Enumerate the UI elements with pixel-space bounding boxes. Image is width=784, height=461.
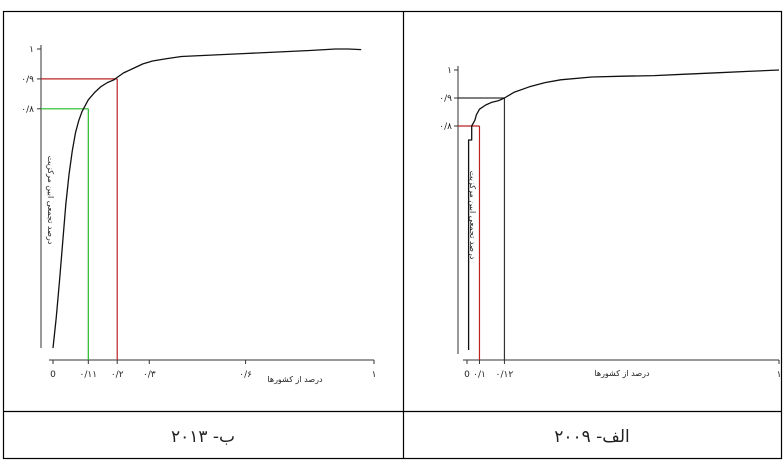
x-tick-label: ۱ xyxy=(372,370,377,380)
x-tick-label: ۰/۶ xyxy=(239,370,252,380)
caption-2009: الف- ۲۰۰۹ xyxy=(554,427,630,447)
chart-2009: ۰/۸ ۰/۹ ۱ 0 ۰/۱ ۰/۱۲ ۱ درصد از کشورها درصد تجمعی… xyxy=(439,66,781,380)
x-tick-label: ۱ xyxy=(777,370,782,380)
y-tick-label: ۰/۹ xyxy=(21,75,34,85)
x-tick-label: ۰/۱۲ xyxy=(496,370,514,380)
y-axis-label: درصد تجمعی ابین مرکزیت xyxy=(468,171,477,260)
x-tick-label: 0 xyxy=(50,370,56,380)
y-tick-label: ۰/۸ xyxy=(21,105,34,115)
caption-2013: ب- ۲۰۱۳ xyxy=(171,427,235,447)
y-tick-label: ۰/۹ xyxy=(439,94,452,104)
y-axis-label: درصد تجمعی ابین مرکزیت xyxy=(46,156,55,245)
x-tick-label: ۰/۲ xyxy=(111,370,124,380)
y-tick-label: ۱ xyxy=(447,66,452,76)
x-tick-label: ۰/۱ xyxy=(473,370,486,380)
x-axis-label: درصد از کشورها xyxy=(267,375,323,384)
series-line xyxy=(52,48,362,349)
y-tick-label: ۱ xyxy=(29,45,34,55)
chart-2013: ۰/۸ ۰/۹ ۱ 0 ۰/۱۱ ۰/۲ ۰/۳ ۰/۶ ۱ درصد از کشورها درصد… xyxy=(21,45,376,384)
x-tick-label: 0 xyxy=(464,370,470,380)
table-border xyxy=(2,10,783,460)
series-line xyxy=(467,69,780,350)
y-tick-label: ۰/۸ xyxy=(439,122,452,132)
x-tick-label: ۰/۱۱ xyxy=(80,370,98,380)
x-tick-label: ۰/۳ xyxy=(143,370,156,380)
x-axis-label: درصد از کشورها xyxy=(594,369,650,378)
